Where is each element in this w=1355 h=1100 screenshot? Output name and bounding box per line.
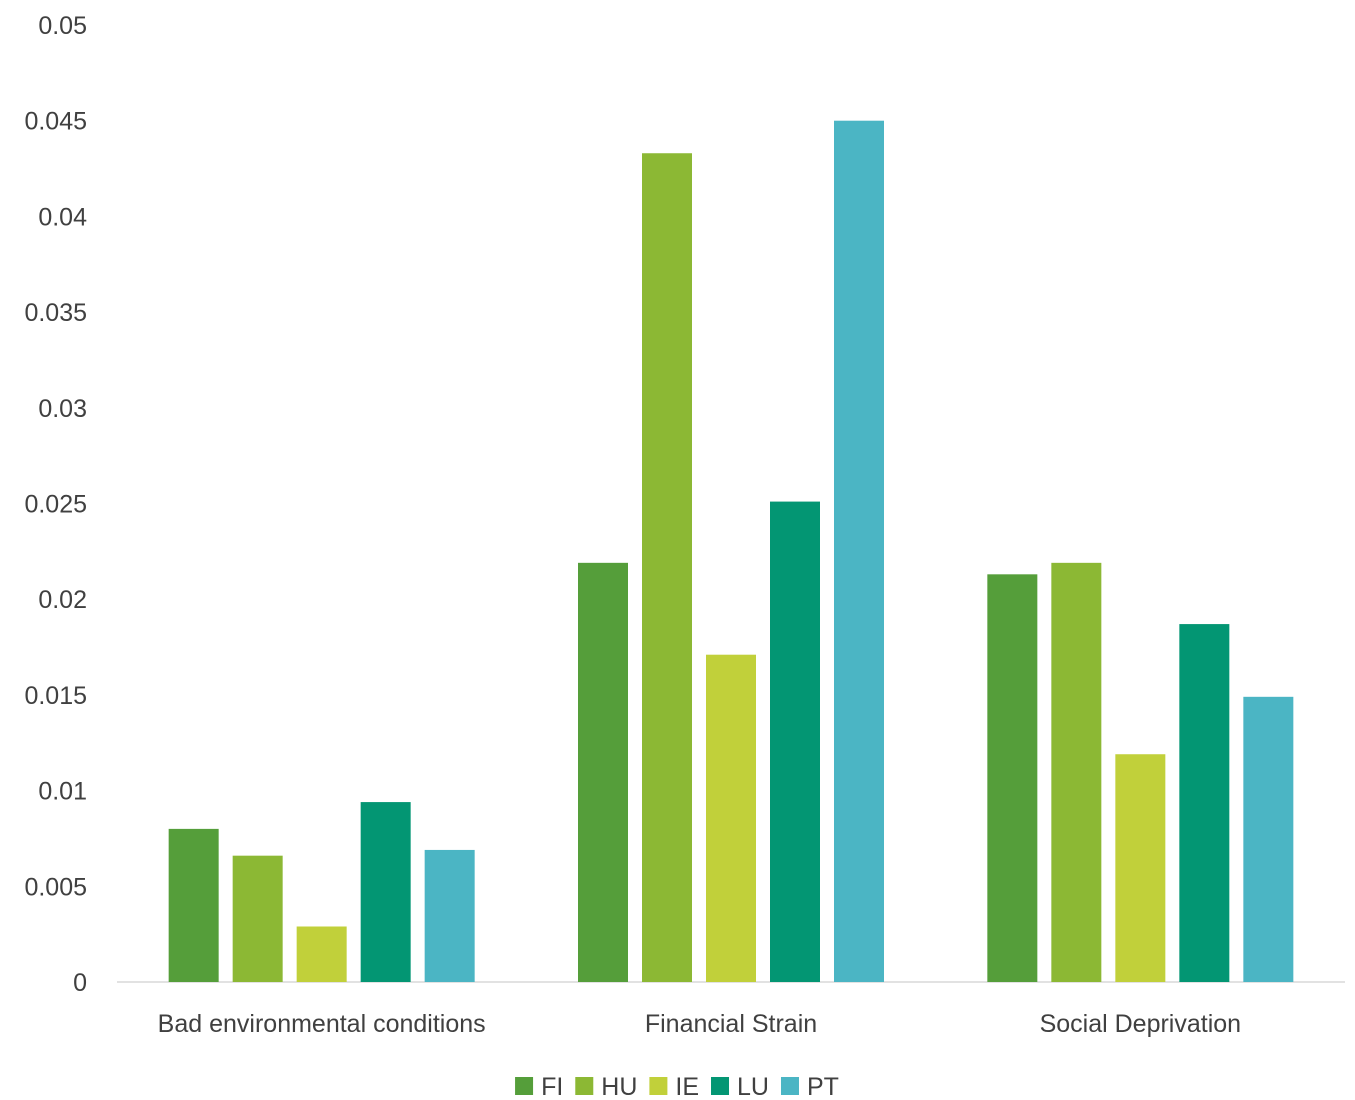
x-category-label: Social Deprivation — [1040, 1010, 1242, 1038]
y-tick-label: 0.05 — [38, 12, 87, 40]
bar-ie-2 — [1115, 754, 1166, 982]
bar-pt-0 — [424, 849, 475, 982]
legend: FI HU IE LU PT — [515, 1073, 839, 1100]
y-tick-label: 0.025 — [24, 491, 87, 519]
x-category-label: Financial Strain — [645, 1010, 817, 1038]
bar-fi-2 — [987, 574, 1038, 982]
bar-ie-1 — [706, 654, 756, 982]
y-tick-label: 0.045 — [24, 108, 87, 136]
y-tick-label: 0.015 — [24, 682, 87, 710]
legend-label: LU — [737, 1073, 769, 1100]
y-tick-label: 0.03 — [38, 395, 87, 423]
bar-lu-2 — [1179, 624, 1230, 982]
legend-label: PT — [807, 1073, 839, 1100]
x-category-label: Bad environmental conditions — [158, 1010, 486, 1038]
category-labels: Bad environmental conditions Financial St… — [158, 1010, 1241, 1038]
bar-hu-0 — [232, 855, 283, 982]
y-tick-label: 0.02 — [38, 586, 87, 614]
bar-pt-1 — [834, 120, 884, 982]
y-axis-ticks: 0 0.005 0.01 0.015 0.02 0.025 0.03 0.035 0.04 0.0… — [24, 12, 87, 997]
bar-fi-0 — [168, 828, 219, 982]
y-tick-label: 0.01 — [38, 778, 87, 806]
bar-hu-1 — [642, 153, 692, 982]
y-tick-label: 0.005 — [24, 873, 87, 901]
legend-label: HU — [601, 1073, 637, 1100]
legend-swatch — [515, 1077, 534, 1095]
legend-item-hu: HU — [575, 1073, 637, 1100]
legend-item-fi: FI — [515, 1073, 563, 1100]
y-tick-label: 0 — [73, 969, 87, 997]
bars-group — [168, 120, 1294, 982]
legend-label: FI — [541, 1073, 563, 1100]
bar-lu-1 — [770, 501, 820, 982]
bar-ie-0 — [296, 926, 347, 982]
legend-swatch — [780, 1077, 799, 1095]
legend-item-ie: IE — [649, 1073, 699, 1100]
bar-pt-2 — [1243, 696, 1294, 982]
legend-label: IE — [675, 1073, 699, 1100]
legend-item-lu: LU — [711, 1073, 769, 1100]
bar-lu-0 — [360, 802, 411, 982]
y-tick-label: 0.035 — [24, 299, 87, 327]
y-tick-label: 0.04 — [38, 203, 87, 231]
bar-fi-1 — [578, 562, 628, 982]
legend-swatch — [649, 1077, 668, 1095]
legend-swatch — [711, 1077, 730, 1095]
bar-hu-2 — [1051, 562, 1102, 982]
legend-swatch — [575, 1077, 594, 1095]
legend-item-pt: PT — [780, 1073, 839, 1100]
